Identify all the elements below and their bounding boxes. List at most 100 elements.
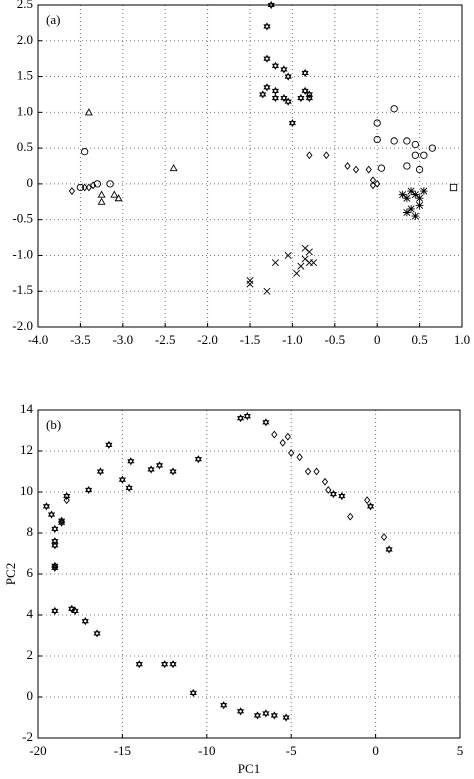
axes-frame: [37, 4, 463, 328]
data-point: [411, 140, 420, 149]
data-point: [106, 180, 114, 188]
data-point: [344, 162, 351, 170]
data-point: [51, 541, 59, 550]
y-tick-label: 2.5: [17, 0, 33, 11]
data-point: [169, 660, 177, 669]
x-tick-label: -3.5: [70, 332, 91, 347]
data-point: [284, 251, 292, 259]
data-point: [267, 0, 275, 10]
data-point: [81, 617, 89, 626]
panel-label: (a): [46, 12, 60, 27]
y-tick-label: -2: [22, 729, 33, 744]
data-point: [84, 108, 93, 116]
x-tick-label: -2.0: [197, 332, 218, 347]
data-point: [93, 629, 101, 638]
data-point: [51, 606, 59, 615]
x-tick-label: -20: [29, 743, 46, 758]
data-point: [96, 467, 105, 476]
data-point: [411, 151, 420, 159]
axes-frame: [37, 409, 461, 739]
y-tick-label: 0: [27, 688, 34, 703]
y-tick-label: 14: [20, 401, 34, 416]
data-point: [89, 181, 97, 190]
data-point: [271, 259, 279, 267]
data-point: [51, 524, 59, 533]
plot-area: [38, 410, 460, 738]
x-tick-label: -1.5: [240, 332, 261, 347]
y-tick-label: 1.5: [17, 68, 33, 83]
data-point: [271, 61, 280, 70]
data-point: [338, 492, 346, 501]
data-point: [280, 65, 288, 74]
data-point: [118, 475, 126, 484]
data-point: [97, 197, 106, 205]
data-point: [169, 164, 178, 172]
data-point: [297, 262, 305, 270]
data-point: [127, 457, 135, 466]
data-point: [63, 496, 70, 505]
data-point: [259, 90, 267, 99]
data-point: [271, 93, 280, 103]
data-point: [271, 430, 278, 439]
data-point: [105, 440, 113, 449]
data-point: [161, 660, 169, 669]
data-point: [313, 467, 320, 476]
data-point: [71, 606, 79, 615]
data-point: [310, 259, 318, 267]
data-point: [262, 709, 270, 718]
y-tick-label: 2.0: [17, 32, 33, 47]
data-point: [325, 486, 332, 494]
data-point: [263, 22, 271, 31]
data-point: [253, 711, 262, 720]
data-point: [284, 432, 291, 441]
data-point: [403, 137, 411, 145]
data-point: [110, 190, 119, 198]
x-tick-label: 0.5: [411, 332, 427, 347]
y-tick-label: 12: [20, 442, 33, 457]
data-point: [270, 711, 278, 720]
y-tick-label: 10: [20, 483, 33, 498]
data-point: [243, 412, 251, 421]
data-point: [284, 97, 292, 106]
data-point: [246, 280, 254, 288]
data-point: [347, 512, 354, 521]
data-point: [390, 137, 398, 145]
data-point: [366, 502, 375, 511]
data-point: [297, 93, 305, 103]
data-point: [374, 179, 381, 188]
data-point: [189, 688, 197, 697]
data-point: [288, 118, 296, 128]
data-point: [329, 489, 337, 499]
data-point: [385, 545, 393, 554]
data-point: [428, 144, 436, 152]
x-tick-label: 0: [374, 332, 381, 347]
data-point: [323, 151, 330, 160]
y-tick-label: -1.5: [12, 282, 33, 297]
y-tick-label: 1.0: [17, 103, 33, 118]
data-point: [415, 201, 424, 210]
data-point: [76, 183, 85, 192]
y-axis-label: PC2: [3, 563, 18, 585]
data-point: [280, 93, 288, 103]
data-point: [301, 86, 309, 95]
data-point: [125, 483, 133, 492]
data-point: [415, 166, 424, 174]
y-tick-label: 0: [27, 175, 34, 190]
data-point: [403, 194, 411, 203]
y-tick-label: 0.5: [17, 139, 33, 154]
data-point: [97, 190, 106, 198]
data-point: [377, 164, 386, 172]
data-point: [301, 255, 309, 263]
data-point: [147, 465, 155, 474]
data-point: [305, 93, 313, 103]
data-point: [380, 533, 388, 542]
data-point: [262, 418, 270, 427]
data-point: [263, 54, 271, 63]
data-point: [81, 183, 88, 192]
y-tick-label: 4: [27, 606, 34, 621]
data-point: [293, 269, 301, 277]
data-point: [364, 496, 371, 505]
data-point: [263, 83, 271, 92]
x-tick-label: -2.5: [155, 332, 176, 347]
